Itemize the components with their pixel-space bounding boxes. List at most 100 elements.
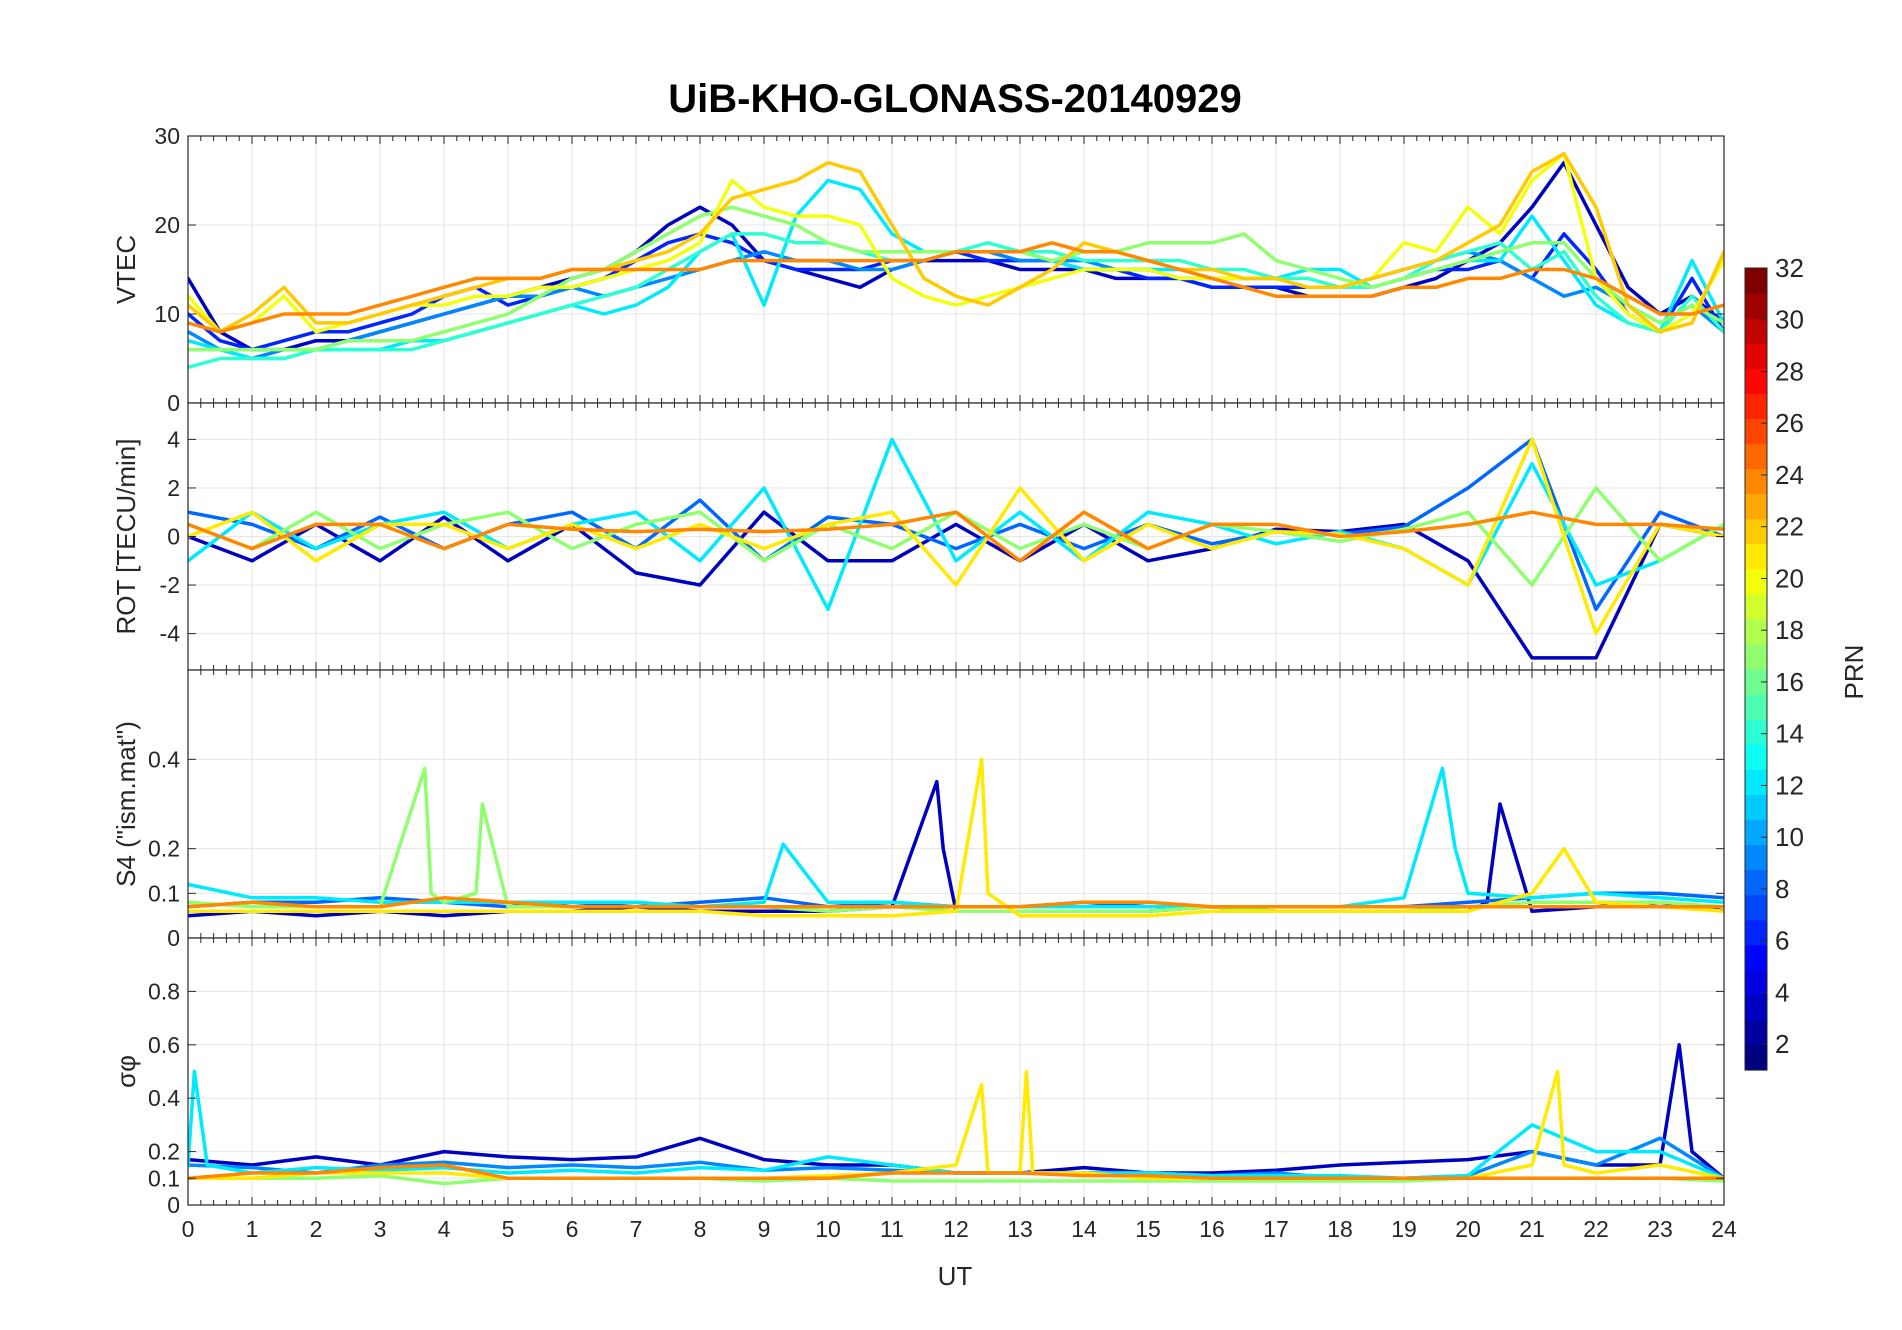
x-tick-label: 9: [758, 1216, 771, 1242]
chart-title: UiB-KHO-GLONASS-20140929: [668, 77, 1242, 121]
colorbar-band: [1745, 293, 1767, 319]
colorbar-band: [1745, 468, 1767, 495]
s4-series-group: [188, 757, 1724, 918]
colorbar-band: [1745, 593, 1767, 620]
colorbar-band: [1745, 844, 1767, 871]
x-tick-label: 16: [1199, 1216, 1225, 1242]
vtec-y-label: VTEC: [111, 235, 141, 304]
rot-y-tick-label: -2: [160, 572, 180, 598]
s4-y-tick-label: 0.1: [148, 880, 180, 906]
colorbar-tick-label: 20: [1775, 563, 1804, 593]
x-tick-label: 14: [1071, 1216, 1097, 1242]
x-tick-label: 12: [943, 1216, 969, 1242]
colorbar-tick-label: 22: [1775, 512, 1804, 542]
sigma_phi-y-tick-label: 0.2: [148, 1139, 180, 1165]
x-tick-label: 1: [246, 1216, 259, 1242]
colorbar-band: [1745, 343, 1767, 369]
vtec-series-prn-22: [188, 152, 1724, 334]
colorbar-band: [1745, 994, 1767, 1021]
x-tick-label: 2: [310, 1216, 323, 1242]
vtec-series-prn-24: [188, 241, 1724, 334]
colorbar-band: [1745, 669, 1767, 695]
colorbar-band: [1745, 493, 1767, 520]
rot-y-tick-label: 0: [167, 524, 180, 550]
sigma_phi-y-tick-label: 0.8: [148, 978, 180, 1004]
vtec-y-tick-label: 0: [167, 390, 180, 416]
x-tick-label: 11: [880, 1216, 904, 1242]
colorbar-tick-label: 10: [1775, 822, 1804, 852]
colorbar-band: [1745, 268, 1767, 294]
x-tick-label: 18: [1327, 1216, 1353, 1242]
colorbar-tick-label: 32: [1775, 253, 1804, 283]
colorbar-band: [1745, 518, 1767, 545]
x-tick-label: 19: [1391, 1216, 1417, 1242]
x-tick-label: 7: [630, 1216, 643, 1242]
x-tick-label: 5: [502, 1216, 515, 1242]
x-tick-label: 0: [182, 1216, 195, 1242]
colorbar-tick-label: 8: [1775, 874, 1789, 904]
sigma_phi-series-group: [188, 1043, 1724, 1186]
colorbar-frame: [1744, 267, 1768, 1071]
colorbar-tick-label: 18: [1775, 615, 1804, 645]
colorbar-band: [1745, 543, 1767, 570]
rot-series-prn-21: [188, 437, 1724, 636]
sigma_phi-series-prn-24: [188, 1163, 1724, 1181]
colorbar-tick-label: 14: [1775, 719, 1804, 749]
colorbar-tick-label: 6: [1775, 926, 1789, 956]
colorbar-band: [1745, 318, 1767, 344]
colorbar-tick-label: 24: [1775, 460, 1804, 490]
colorbar-tick-label: 2: [1775, 1029, 1789, 1059]
colorbar-label: PRN: [1839, 645, 1869, 700]
x-tick-label: 6: [566, 1216, 579, 1242]
sigma_phi-y-tick-label: 0.6: [148, 1032, 180, 1058]
vtec-series-group: [188, 152, 1724, 370]
colorbar-band: [1745, 1019, 1767, 1046]
colorbar-tick-label: 26: [1775, 408, 1804, 438]
panel-vtec: 0 10 20 30 VTEC: [111, 123, 1725, 416]
x-tick-labels: 0 1 2 3 4 5 6 7 8 9 10 11 12 13 14 15 16 17 18 19 20 21 22 23 24: [182, 1216, 1737, 1242]
vtec-y-tick-label: 20: [154, 212, 180, 238]
colorbar-band: [1745, 744, 1767, 770]
s4-y-label: S4 ("ism.mat"): [111, 721, 141, 887]
colorbar-band: [1745, 618, 1767, 645]
x-tick-label: 13: [1007, 1216, 1033, 1242]
x-tick-label: 10: [815, 1216, 841, 1242]
colorbar-tick-label: 4: [1775, 977, 1789, 1007]
s4-y-tick-label: 0.2: [148, 836, 180, 862]
colorbar-tick-label: 12: [1775, 770, 1804, 800]
colorbar-band: [1745, 393, 1767, 419]
colorbar-band: [1745, 568, 1767, 595]
rot-series-prn-24: [188, 510, 1724, 563]
sigma_phi-y-tick-label: 0: [167, 1192, 180, 1218]
s4-y-tick-label: 0: [167, 925, 180, 951]
colorbar-band: [1745, 418, 1767, 445]
sigma_phi-y-label: σφ: [111, 1055, 141, 1088]
x-tick-label: 3: [374, 1216, 387, 1242]
x-tick-label: 17: [1263, 1216, 1289, 1242]
colorbar-band: [1745, 643, 1767, 670]
x-axis-label: UT: [938, 1261, 973, 1291]
colorbar-band: [1745, 769, 1767, 795]
x-tick-label: 21: [1519, 1216, 1545, 1242]
colorbar-tick-label: 30: [1775, 305, 1804, 335]
panel-rot: -4 -2 0 2 4 ROT [TECU/min]: [111, 402, 1725, 671]
sigma_phi-y-tick-label: 0.4: [148, 1085, 180, 1111]
colorbar-band: [1745, 919, 1767, 946]
rot-y-label: ROT [TECU/min]: [111, 439, 141, 635]
vtec-y-tick-label: 10: [154, 301, 180, 327]
colorbar-band: [1745, 368, 1767, 394]
s4-y-tick-label: 0.4: [148, 746, 180, 772]
colorbar-band: [1745, 969, 1767, 996]
rot-y-tick-label: 4: [167, 426, 180, 452]
rot-series-prn-3: [188, 510, 1724, 660]
sigma_phi-y-tick-label: 0.1: [148, 1165, 180, 1191]
colorbar-tick-label: 16: [1775, 667, 1804, 697]
x-tick-label: 4: [438, 1216, 451, 1242]
x-tick-label: 20: [1455, 1216, 1481, 1242]
colorbar-band: [1745, 443, 1767, 470]
x-tick-label: 22: [1583, 1216, 1609, 1242]
x-tick-label: 15: [1135, 1216, 1161, 1242]
